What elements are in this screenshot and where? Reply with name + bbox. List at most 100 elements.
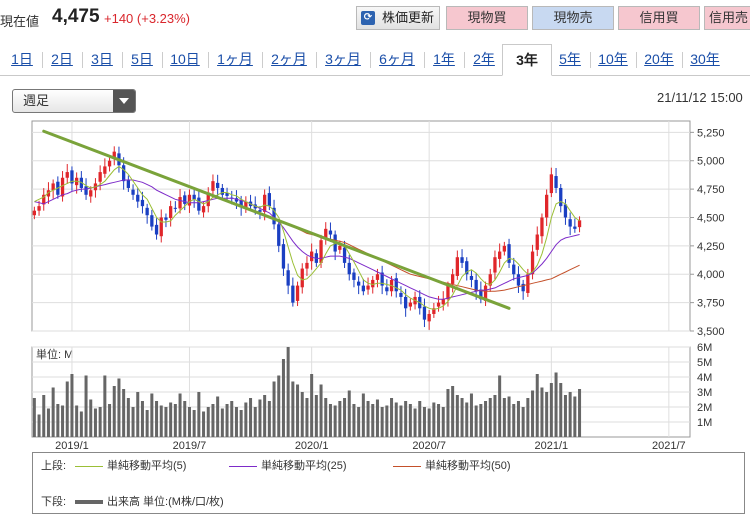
tab-period[interactable]: 30年 [690,51,720,67]
candle-body [324,228,328,239]
candle-body [126,179,130,188]
volume-bar [296,384,300,437]
volume-bar [390,398,394,437]
candle-body [89,190,93,197]
spot-sell-button[interactable]: 現物売 [532,6,614,30]
candle-body [46,190,51,197]
tab-separator [424,52,425,68]
tab-period[interactable]: 1年 [433,51,455,67]
volume-bar [117,378,121,437]
tab-period[interactable]: 1ヶ月 [217,51,253,67]
candle-body [239,199,243,208]
volume-bar [526,398,530,437]
period-tabs: 1日 2日 3日 5日 10日 1ヶ月 2ヶ月 3ヶ月 6ヶ月 1年 2年 3年 5年 10年 20年 30年 [0,44,750,76]
candle-body [512,264,516,275]
volume-bar [446,389,450,437]
volume-bar [216,396,220,437]
candle-body [549,174,553,194]
volume-bar [455,395,459,437]
tab-separator [370,52,371,68]
candle-body [455,257,459,276]
volume-bar [437,404,441,437]
volume-bar [375,399,379,437]
volume-bar [535,374,539,437]
ma5-line [34,165,580,310]
candle-body [169,206,173,219]
chart-datetime: 21/11/12 15:00 [657,90,743,105]
volume-bar [512,404,516,437]
volume-bar [404,401,408,437]
candle-body [483,285,488,301]
volume-bar [540,387,544,437]
candle-body [568,219,572,227]
legend-upper-label: 上段: [41,460,67,472]
volume-bar [234,407,238,437]
spot-buy-button[interactable]: 現物買 [446,6,528,30]
candle-body [451,274,455,284]
candle-body [70,170,74,184]
volume-bar [155,401,159,437]
candle-body [516,274,521,286]
volume-bar [140,401,144,437]
quote-header: 現在値 4,475 +140 (+3.23%) ⟳ 株価更新 現物買 現物売 信… [0,0,750,36]
candle-body [347,262,351,275]
tab-period[interactable]: 5日 [131,51,153,67]
legend-lower-row: 下段: 出来高 単位:(M株/口/枚) [41,493,224,509]
tab-period[interactable]: 2年 [473,51,495,67]
candle-body [361,285,365,292]
candle-body [32,210,36,216]
volume-bar [211,404,215,437]
volume-bar [281,359,285,437]
legend-ma25-swatch [229,465,257,467]
volume-bar [244,402,248,437]
trendline [42,129,511,310]
volume-unit-label: 単位: M [36,347,73,361]
margin-sell-button[interactable]: 信用売 [704,6,750,30]
price-panel-frame [31,120,691,332]
legend-ma50: 単純移動平均(50) [393,457,511,473]
candle-body [436,302,441,307]
candle-period-value: 週足 [23,93,50,108]
volume-tick-label: 1M [697,417,712,429]
x-tick-label: 2021/7 [652,440,686,450]
volume-bar [230,401,234,437]
legend-ma5-swatch [75,465,103,467]
price-tick-label: 4,000 [697,269,725,281]
legend-ma5-label: 単純移動平均(5) [107,460,187,472]
candle-body [530,251,535,275]
tab-period[interactable]: 3年 [502,44,552,76]
price-tick-label: 4,500 [697,212,725,224]
tab-period[interactable]: 10日 [170,51,200,67]
candle-body [206,192,210,207]
volume-bar [267,401,271,437]
tab-separator [464,52,465,68]
tab-period[interactable]: 3日 [91,51,113,67]
candle-body [267,193,271,207]
chevron-down-icon [113,90,135,112]
candle-body [197,197,201,211]
volume-tick-label: 2M [697,402,712,414]
tab-period[interactable]: 2日 [51,51,73,67]
tab-period[interactable]: 10年 [598,51,628,67]
volume-bar [422,407,426,437]
volume-bar [568,392,572,437]
volume-bar [32,398,36,437]
candle-body [136,194,140,202]
volume-bar [126,398,130,437]
volume-bar [314,395,318,437]
tab-separator [42,52,43,68]
refresh-price-button[interactable]: ⟳ 株価更新 [356,6,440,30]
volume-bar [460,398,464,437]
volume-bar [465,402,469,437]
tab-period[interactable]: 6ヶ月 [379,51,415,67]
candle-body [211,181,215,191]
tab-period[interactable]: 5年 [559,51,581,67]
tab-period[interactable]: 1日 [11,51,33,67]
tab-period[interactable]: 2ヶ月 [271,51,307,67]
candle-body [375,274,380,280]
tab-period[interactable]: 3ヶ月 [325,51,361,67]
margin-buy-button[interactable]: 信用買 [618,6,700,30]
candle-period-select[interactable]: 週足 [12,89,136,113]
tab-period[interactable]: 20年 [644,51,674,67]
price-tick-label: 5,000 [697,156,725,168]
